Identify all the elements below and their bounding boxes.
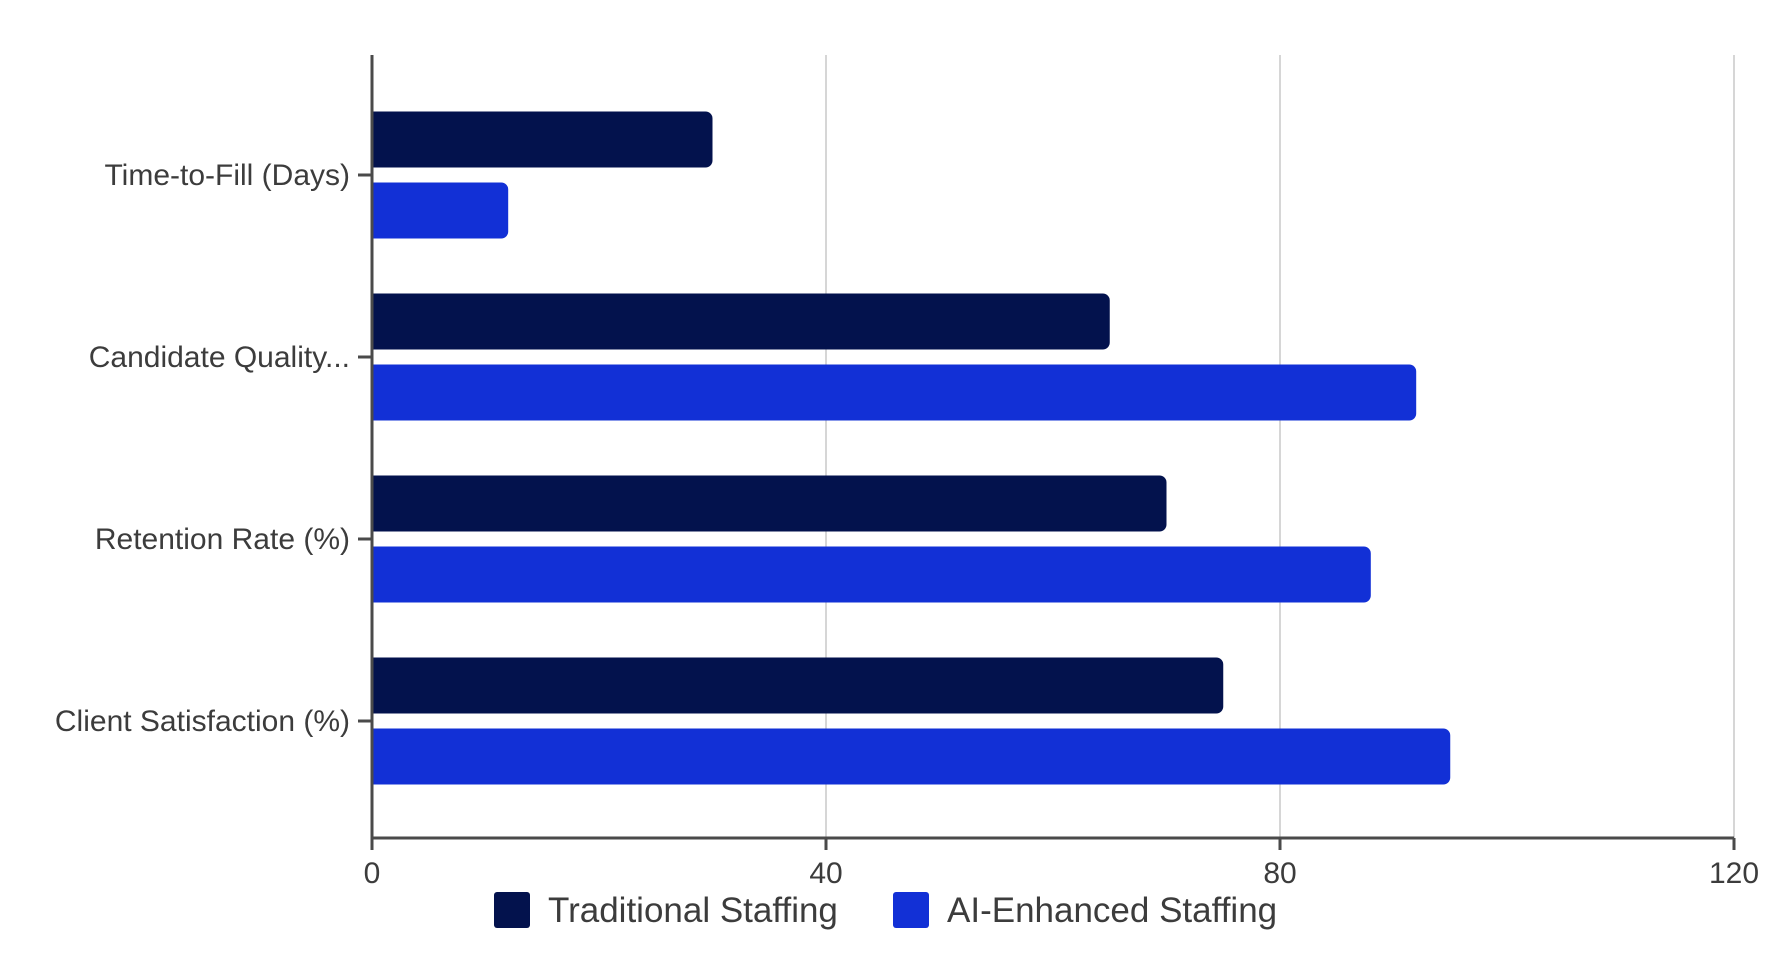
bar-ai-enhanced-staffing-candidate-quality: [372, 364, 1417, 421]
bar-ai-enhanced-staffing-client-satisfaction: [372, 728, 1451, 785]
category-labels: Time-to-Fill (Days) Candidate Quality... R…: [55, 159, 350, 738]
legend-swatch-ai-enhanced-staffing: [893, 892, 929, 928]
legend-item-ai-enhanced-staffing: AI-Enhanced Staffing: [893, 891, 1277, 930]
legend-label-ai-enhanced-staffing: AI-Enhanced Staffing: [947, 891, 1277, 930]
x-tick-labels: 0 40 80 120: [364, 857, 1759, 890]
bar-traditional-staffing-retention-rate: [372, 475, 1167, 532]
gridlines: [825, 55, 1735, 838]
category-label-time-to-fill-days: Time-to-Fill (Days): [104, 159, 350, 192]
category-label-client-satisfaction: Client Satisfaction (%): [55, 705, 350, 738]
category-label-retention-rate: Retention Rate (%): [95, 523, 350, 556]
legend: Traditional Staffing AI-Enhanced Staffing: [494, 891, 1277, 930]
x-tick-label-80: 80: [1263, 857, 1296, 890]
category-label-candidate-quality: Candidate Quality...: [89, 341, 350, 374]
bar-traditional-staffing-candidate-quality: [372, 293, 1110, 350]
bar-traditional-staffing-client-satisfaction: [372, 657, 1224, 714]
legend-swatch-traditional-staffing: [494, 892, 530, 928]
x-tick-label-0: 0: [364, 857, 381, 890]
legend-label-traditional-staffing: Traditional Staffing: [548, 891, 838, 930]
axes: [358, 55, 1736, 850]
bar-ai-enhanced-staffing-retention-rate: [372, 546, 1371, 603]
bar-traditional-staffing-time-to-fill-days: [372, 111, 713, 168]
bar-ai-enhanced-staffing-time-to-fill-days: [372, 182, 509, 239]
x-tick-label-120: 120: [1709, 857, 1759, 890]
x-tick-label-40: 40: [809, 857, 842, 890]
bars: [372, 111, 1451, 785]
legend-item-traditional-staffing: Traditional Staffing: [494, 891, 838, 930]
